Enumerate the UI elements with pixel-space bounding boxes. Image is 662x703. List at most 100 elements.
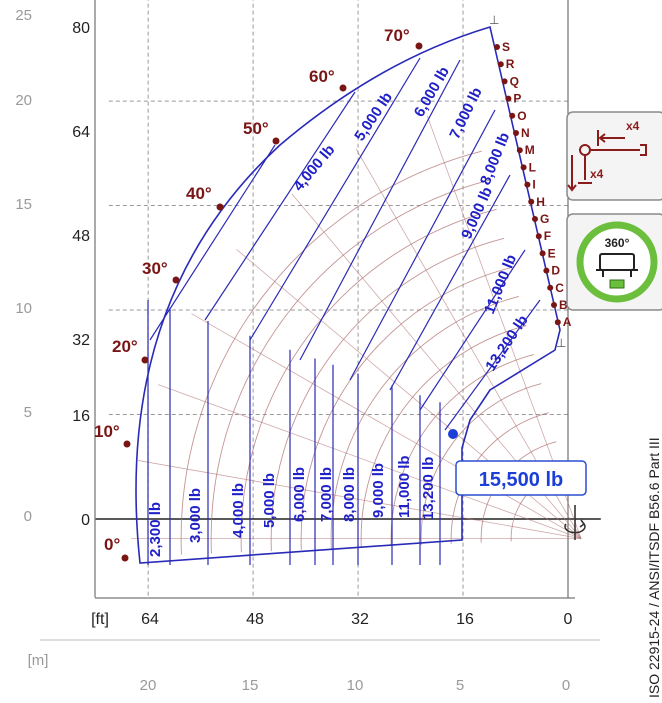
extension-letter: D — [551, 264, 560, 278]
axis-m-xtick: 10 — [347, 677, 364, 694]
angle-label-10: 10° — [94, 422, 120, 441]
angle-dot — [272, 137, 280, 145]
axis-m-xtick: 0 — [562, 677, 570, 694]
extension-letter: S — [502, 40, 510, 54]
extension-letter: G — [540, 212, 549, 226]
angle-ray — [191, 313, 582, 539]
angle-dot — [339, 84, 347, 92]
zone-label-lower: 2,300 lb — [147, 502, 164, 557]
axis-m-xtick: 15 — [242, 677, 259, 694]
zone-boundary-slant — [204, 91, 356, 321]
extension-letter: A — [563, 315, 572, 329]
zone-boundary-slant — [419, 249, 526, 411]
extension-letter: H — [536, 195, 545, 209]
extension-dot — [513, 130, 519, 136]
zone-boundary-slant — [299, 59, 461, 361]
zone-boundary-slant — [249, 57, 421, 341]
load-envelope — [135, 25, 561, 564]
extension-letter: F — [544, 229, 551, 243]
extension-dot — [547, 284, 554, 291]
extension-letter: N — [521, 126, 530, 140]
axis-ft-tick: 16 — [72, 408, 90, 425]
zone-label-upper: 13,200 lb — [482, 312, 532, 374]
radius-arc — [240, 208, 497, 553]
axis-ft-unit: [ft] — [91, 611, 109, 628]
extension-dot — [532, 216, 538, 222]
zone-label-lower: 8,000 lb — [341, 467, 358, 522]
axis-ft-xtick: 16 — [456, 611, 474, 628]
extension-dot — [551, 302, 557, 308]
radius-arc — [420, 383, 542, 546]
axis-m-tick: 0 — [24, 508, 32, 525]
angle-label-20: 20° — [112, 337, 138, 356]
zone-boundary-slant — [444, 299, 541, 431]
radius-arc — [390, 354, 534, 547]
rotation-arrow-icon — [564, 505, 586, 540]
outrigger-panel: x4 x4 — [566, 111, 662, 201]
axis-m-tick: 20 — [15, 92, 32, 109]
extension-letter: B — [559, 298, 568, 312]
rotation-ring-icon — [576, 221, 658, 303]
tip-marker-bottom: ⊥ — [556, 336, 566, 350]
radius-arc — [270, 237, 505, 552]
zone-label-lower: 11,000 lb — [396, 455, 413, 518]
extension-dot — [554, 319, 561, 326]
axis-m-tick: 25 — [15, 7, 32, 24]
zone-label-lower: 4,000 lb — [230, 483, 247, 538]
extension-dot — [535, 233, 542, 240]
angle-ray — [158, 384, 582, 539]
zone-label-lower: 13,200 lb — [420, 457, 437, 520]
axis-ft-xtick: 32 — [351, 611, 369, 628]
axis-m-xtick: 20 — [140, 677, 157, 694]
angle-dot — [216, 203, 224, 211]
zone-boundary-slant — [389, 174, 511, 391]
standard-text: ISO 22915-24 / ANSI/ITSDF B56.6 Part III — [646, 437, 662, 698]
axis-m-tick: 5 — [24, 404, 32, 421]
extension-letter: M — [525, 143, 535, 157]
extension-dot — [520, 164, 527, 171]
zone-label-lower: 7,000 lb — [318, 467, 335, 522]
angle-label-60: 60° — [309, 67, 335, 86]
extension-letter: L — [529, 160, 536, 174]
extension-dot — [505, 95, 512, 102]
extension-dot — [539, 250, 546, 257]
radius-arc — [360, 325, 527, 548]
angle-dot — [415, 42, 423, 50]
zone-label-lower: 5,000 lb — [261, 473, 278, 528]
angle-dot — [123, 440, 131, 448]
radius-arc — [210, 179, 490, 554]
extension-dot — [494, 44, 500, 50]
tip-marker-top: ⊥ — [489, 13, 499, 27]
axis-ft-xtick: 0 — [564, 611, 573, 628]
axis-ft-tick: 80 — [72, 20, 90, 37]
axis-m-unit: [m] — [28, 652, 49, 669]
angle-dot — [121, 554, 129, 562]
angle-label-0: 0° — [104, 535, 120, 554]
extension-letter: I — [532, 178, 535, 192]
load-zone-lines — [135, 25, 561, 565]
extension-dot — [528, 198, 535, 205]
zone-label-upper: 9,000 lb — [458, 184, 496, 241]
angle-dot — [141, 356, 149, 364]
axis-ft-xtick: 48 — [246, 611, 264, 628]
zone-label-upper: 7,000 lb — [446, 85, 485, 142]
zone-label-lower: 9,000 lb — [370, 463, 387, 518]
zone-label-upper: 11,000 lb — [481, 252, 520, 316]
axis-ft-xtick: 64 — [141, 611, 159, 628]
extension-dot — [501, 78, 508, 85]
axis-ft-tick: 48 — [72, 228, 90, 245]
max-load-label: 15,500 lb — [479, 469, 564, 491]
radius-arc — [300, 266, 512, 550]
axis-ft-tick: 32 — [72, 332, 90, 349]
axis-ft-tick: 64 — [72, 124, 90, 141]
extension-letter: E — [548, 246, 556, 260]
extension-dot — [509, 112, 516, 119]
axis-m-tick: 10 — [15, 300, 32, 317]
extension-dot — [516, 147, 523, 154]
angle-ray — [137, 460, 582, 539]
extension-letter: C — [555, 281, 564, 295]
zone-boundary-slant — [149, 144, 276, 341]
rotation-panel: 360° — [566, 213, 662, 311]
extension-letter: R — [506, 57, 515, 71]
angle-label-30: 30° — [142, 259, 168, 278]
